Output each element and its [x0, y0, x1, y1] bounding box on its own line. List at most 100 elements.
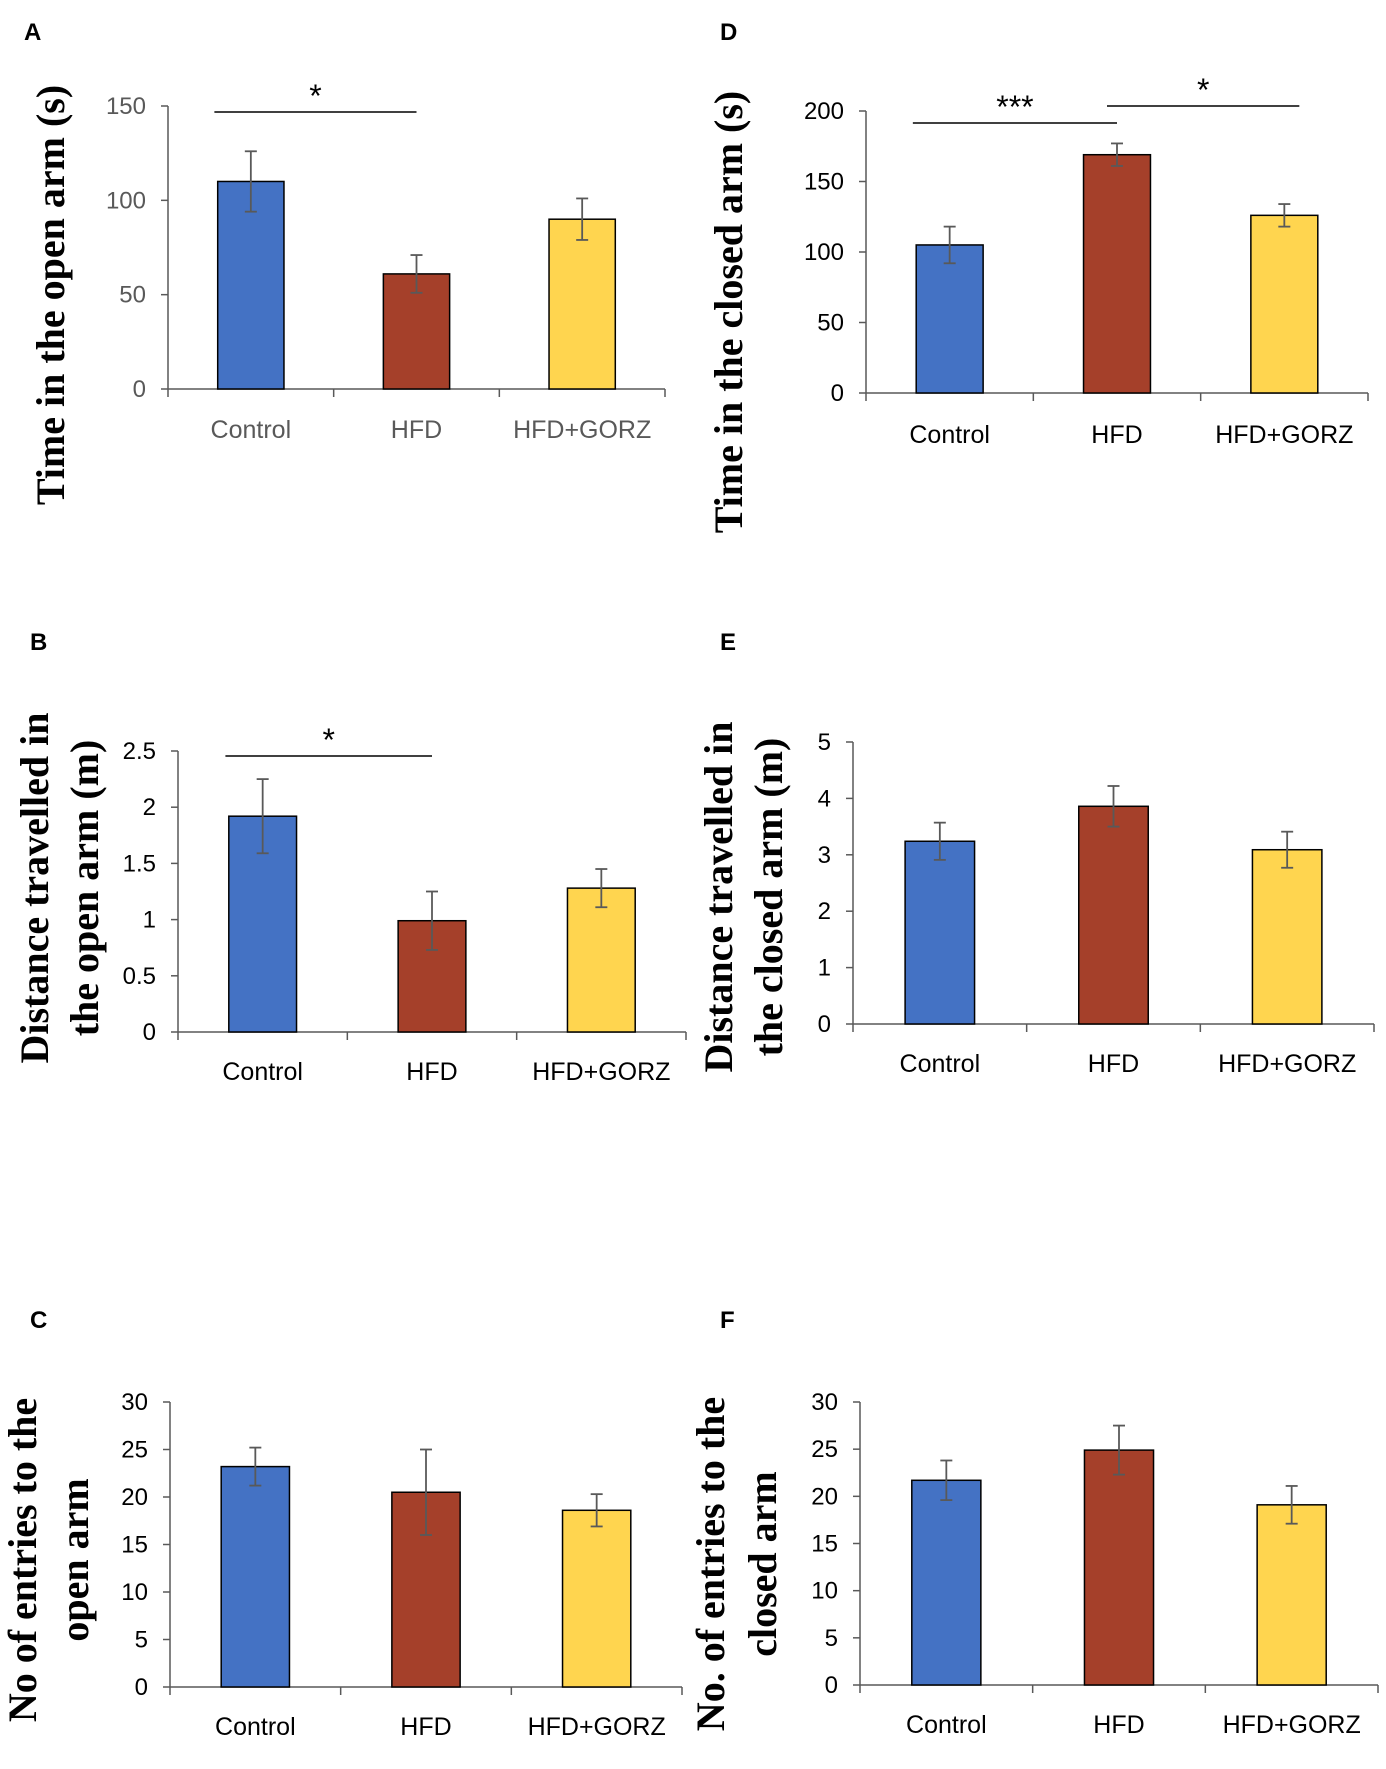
y-tick-label: 15	[121, 1532, 148, 1559]
y-tick-label: 10	[121, 1579, 148, 1606]
chart-panel-d: D Time in the closed arm (s) 0 50 100 150 200 C…	[706, 19, 1369, 534]
y-tick-label: 1.5	[123, 850, 156, 877]
significance-label: *	[322, 722, 334, 758]
y-axis-title: Time in the open arm (s)	[28, 85, 73, 505]
x-category-label: Control	[906, 1711, 987, 1739]
significance-label: ***	[996, 89, 1033, 125]
panel-letter: B	[30, 629, 47, 656]
panel-letter: C	[30, 1307, 47, 1334]
bar-hfd	[1078, 805, 1149, 1025]
y-axis-title-line: open arm	[52, 1478, 97, 1641]
bar-hfd-gorz	[1256, 1504, 1327, 1686]
y-tick-label: 200	[804, 98, 844, 125]
x-category-label: HFD+GORZ	[528, 1713, 666, 1741]
x-category-label: HFD	[1088, 1050, 1139, 1078]
y-tick-label: 0.5	[123, 963, 156, 990]
x-category-label: HFD	[1091, 421, 1142, 449]
y-tick-label: 0	[818, 1011, 831, 1038]
y-tick-label: 10	[811, 1578, 838, 1605]
y-tick-label: 30	[811, 1389, 838, 1416]
y-axis-title-line: Time in the open arm (s)	[28, 85, 73, 505]
y-axis-title: No. of entries to the closed arm	[688, 1397, 785, 1731]
panel-letter: F	[720, 1307, 735, 1334]
panel-letter: A	[24, 19, 41, 46]
y-axis-title: Distance travelled in the closed arm (m)	[696, 721, 791, 1072]
y-tick-label: 2	[143, 794, 156, 821]
y-tick-label: 50	[119, 282, 146, 309]
bar-hfd-gorz	[1250, 214, 1319, 394]
y-tick-label: 25	[811, 1436, 838, 1463]
y-tick-label: 20	[811, 1483, 838, 1510]
x-category-label: Control	[900, 1050, 981, 1078]
y-axis-title-line: Distance travelled in	[696, 721, 741, 1072]
y-tick-label: 0	[143, 1019, 156, 1046]
bar-control	[911, 1479, 982, 1686]
bar-hfd-gorz	[561, 1509, 632, 1688]
panel-letter: D	[720, 19, 737, 46]
y-axis-title-line: the closed arm (m)	[746, 738, 791, 1057]
y-tick-label: 0	[135, 1674, 148, 1701]
y-tick-label: 50	[817, 310, 844, 337]
panel-letter: E	[720, 629, 736, 656]
y-axis-title: Time in the closed arm (s)	[706, 91, 751, 534]
bar-control	[216, 180, 285, 390]
y-tick-label: 5	[818, 729, 831, 756]
chart-panel-e: E Distance travelled in the closed arm (m)…	[696, 629, 1375, 1078]
bar-hfd	[1082, 153, 1152, 394]
bar-hfd-gorz	[1251, 848, 1323, 1025]
y-axis-title: No of entries to the open arm	[0, 1398, 97, 1722]
y-axis-title-line: No of entries to the	[0, 1398, 45, 1722]
y-tick-label: 0	[831, 380, 844, 407]
y-tick-label: 1	[143, 907, 156, 934]
y-tick-label: 15	[811, 1531, 838, 1558]
bar-control	[220, 1465, 291, 1688]
x-category-label: HFD	[1093, 1711, 1144, 1739]
y-axis-title: Distance travelled in the open arm (m)	[12, 712, 107, 1063]
y-tick-label: 0	[133, 376, 146, 403]
significance-label: *	[309, 78, 321, 114]
x-category-label: HFD+GORZ	[532, 1058, 670, 1086]
bar-hfd	[382, 273, 451, 390]
chart-panel-a: A Time in the open arm (s) 0 50 100 150 Contro…	[24, 19, 666, 505]
x-category-label: Control	[909, 421, 990, 449]
y-tick-label: 4	[818, 785, 831, 812]
y-tick-label: 150	[804, 169, 844, 196]
bar-hfd-gorz	[566, 887, 636, 1033]
x-category-label: HFD	[406, 1058, 457, 1086]
y-tick-label: 30	[121, 1389, 148, 1416]
chart-panel-b: B Distance travelled in the open arm (m) 0 0…	[12, 629, 687, 1086]
x-category-label: HFD+GORZ	[513, 416, 651, 444]
x-category-label: HFD+GORZ	[1218, 1050, 1356, 1078]
y-tick-label: 100	[804, 239, 844, 266]
x-category-label: HFD	[391, 416, 442, 444]
chart-panel-c: C No of entries to the open arm 0 5 10 15 20 25 3…	[0, 1307, 683, 1741]
x-category-label: HFD+GORZ	[1215, 421, 1353, 449]
y-axis-title-line: the open arm (m)	[62, 740, 107, 1037]
y-tick-label: 25	[121, 1437, 148, 1464]
y-tick-label: 5	[135, 1627, 148, 1654]
chart-panel-f: F No. of entries to the closed arm 0 5 10 15 20…	[688, 1307, 1379, 1739]
bar-hfd-gorz	[548, 218, 617, 390]
y-tick-label: 3	[818, 842, 831, 869]
y-tick-label: 150	[106, 93, 146, 120]
y-tick-label: 5	[825, 1625, 838, 1652]
y-axis-title-line: Time in the closed arm (s)	[706, 91, 751, 534]
y-tick-label: 0	[825, 1672, 838, 1699]
x-category-label: HFD+GORZ	[1223, 1711, 1361, 1739]
y-tick-label: 20	[121, 1484, 148, 1511]
y-axis-title-line: closed arm	[740, 1471, 785, 1657]
y-tick-label: 1	[818, 955, 831, 982]
y-axis-title-line: No. of entries to the	[688, 1397, 733, 1731]
x-category-label: Control	[222, 1058, 303, 1086]
x-category-label: HFD	[400, 1713, 451, 1741]
bar-control	[904, 840, 976, 1025]
y-tick-label: 100	[106, 187, 146, 214]
y-tick-label: 2.5	[123, 738, 156, 765]
y-axis-title-line: Distance travelled in	[12, 712, 57, 1063]
bar-control	[915, 244, 984, 394]
y-tick-label: 2	[818, 898, 831, 925]
x-category-label: Control	[211, 416, 292, 444]
significance-label: *	[1197, 72, 1209, 108]
x-category-label: Control	[215, 1713, 296, 1741]
